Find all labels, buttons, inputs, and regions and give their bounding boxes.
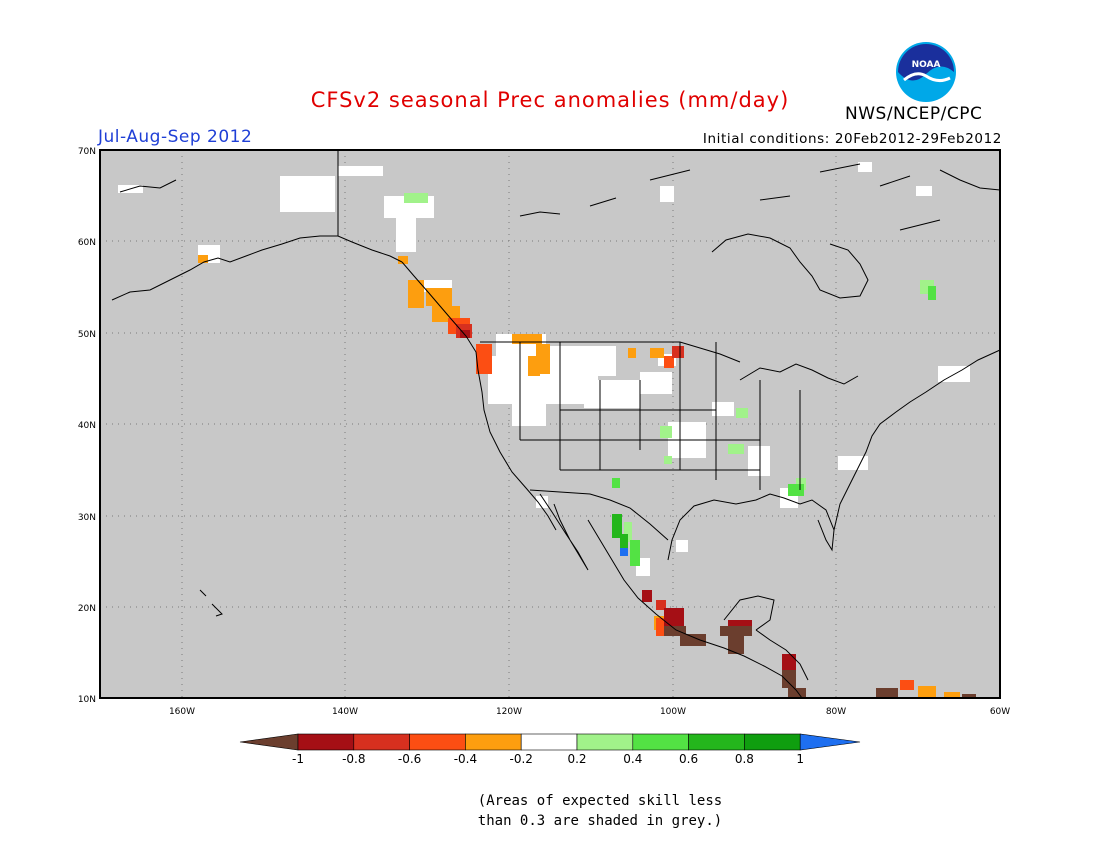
colorbar-swatch [520, 733, 578, 751]
forecast-period: Jul-Aug-Sep 2012 [98, 127, 253, 147]
colorbar-swatch [576, 733, 634, 751]
colorbar-tick-label: -0.8 [342, 752, 365, 766]
colorbar: -1 -0.8 -0.6 -0.4 -0.2 0.2 0.4 0.6 0.8 1 [239, 733, 861, 766]
lat-label: 20N [78, 604, 96, 614]
colorbar-tick-label: -1 [292, 752, 304, 766]
lon-label: 80W [826, 707, 846, 717]
colorbar-tick-label: 1 [796, 752, 804, 766]
lat-label: 30N [78, 513, 96, 523]
coastlines-and-borders [111, 150, 1001, 699]
skill-note: (Areas of expected skill less than 0.3 a… [430, 791, 770, 831]
colorbar-tick-label: -0.2 [509, 752, 532, 766]
map-title: CFSv2 seasonal Prec anomalies (mm/day) [310, 88, 790, 112]
colorbar-swatch [465, 733, 522, 751]
initial-conditions: Initial conditions: 20Feb2012-29Feb2012 [702, 131, 1002, 147]
colorbar-tick-label: -0.6 [398, 752, 421, 766]
lat-label: 50N [78, 330, 96, 340]
colorbar-low-arrow [239, 733, 299, 751]
colorbar-swatch [744, 733, 801, 751]
colorbar-tick-label: 0.6 [679, 752, 698, 766]
map-gridlines [100, 150, 1000, 698]
logo-text: NOAA [912, 60, 941, 70]
lat-label: 10N [78, 695, 96, 705]
colorbar-swatch [409, 733, 466, 751]
lon-label: 160W [169, 707, 195, 717]
map-frame [99, 149, 1001, 699]
agency-label: NWS/NCEP/CPC [845, 104, 983, 124]
lon-label: 120W [496, 707, 522, 717]
colorbar-swatch [297, 733, 355, 751]
lat-label: 70N [78, 147, 96, 157]
colorbar-tick-label: 0.8 [735, 752, 754, 766]
skill-note-line: than 0.3 are shaded in grey.) [477, 813, 723, 829]
colorbar-tick-label: 0.4 [623, 752, 642, 766]
lon-label: 60W [990, 707, 1010, 717]
plus-0-6-to-0-8-cells [612, 514, 628, 548]
colorbar-swatch [353, 733, 410, 751]
colorbar-tick-label: -0.4 [454, 752, 477, 766]
below-minus-1-cells [664, 626, 976, 698]
colorbar-high-arrow [799, 733, 861, 751]
plus-1-cells [620, 548, 628, 556]
lon-label: 140W [332, 707, 358, 717]
anomaly-cells [118, 162, 976, 698]
lat-labels: 70N 60N 50N 40N 30N 20N 10N [78, 147, 96, 705]
lon-labels: 160W 140W 120W 100W 80W 60W [169, 707, 1010, 717]
colorbar-tick-label: 0.2 [567, 752, 586, 766]
lon-label: 100W [660, 707, 686, 717]
colorbar-swatch [688, 733, 745, 751]
lat-label: 40N [78, 421, 96, 431]
lat-label: 60N [78, 238, 96, 248]
colorbar-swatch [632, 733, 689, 751]
noaa-logo: NOAA [896, 42, 956, 102]
skill-note-line: (Areas of expected skill less [477, 793, 723, 809]
